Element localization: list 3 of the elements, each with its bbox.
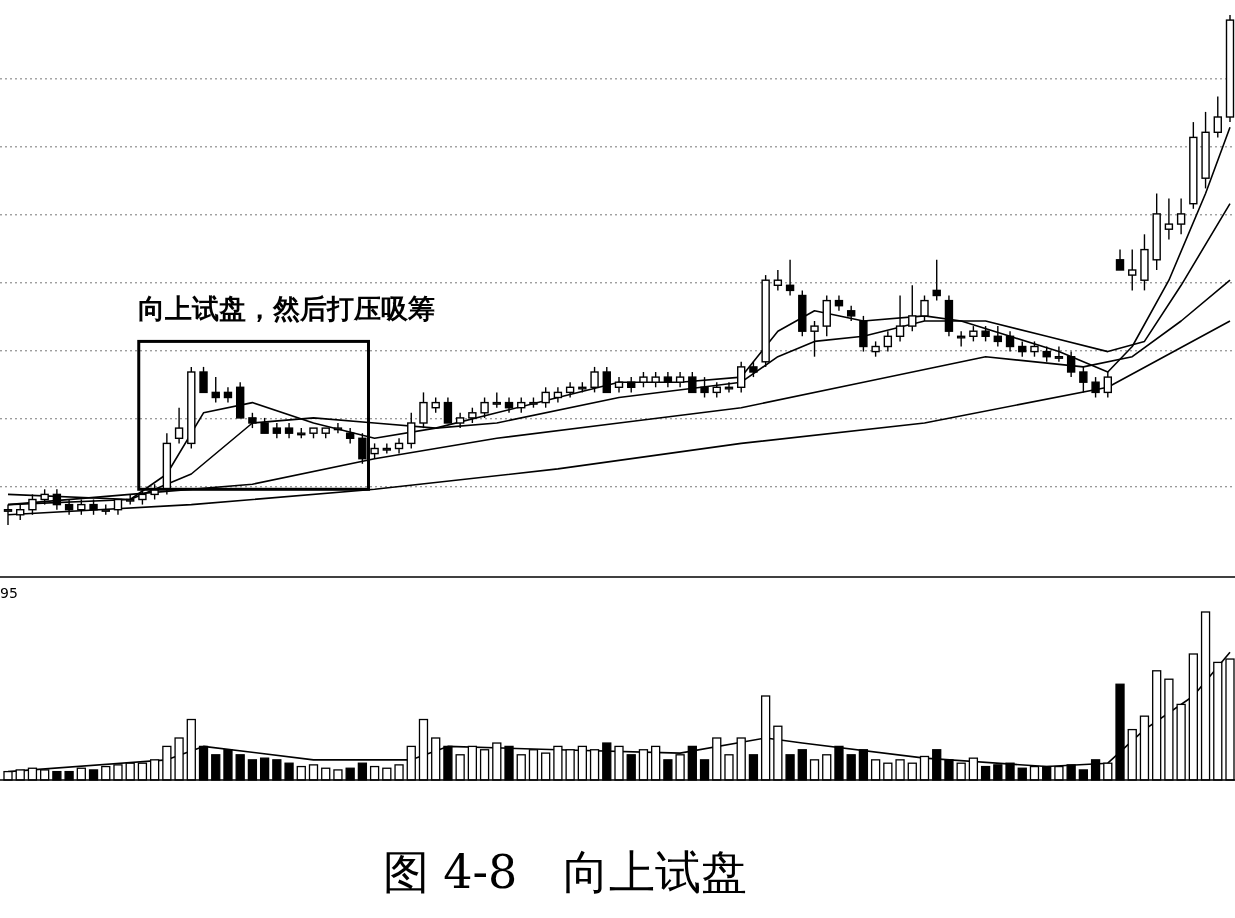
annotation: 向上试盘，然后打压吸筹 <box>138 293 435 324</box>
caption: 图 4-8 向上试盘 <box>382 845 748 899</box>
text: 95 <box>0 585 18 601</box>
